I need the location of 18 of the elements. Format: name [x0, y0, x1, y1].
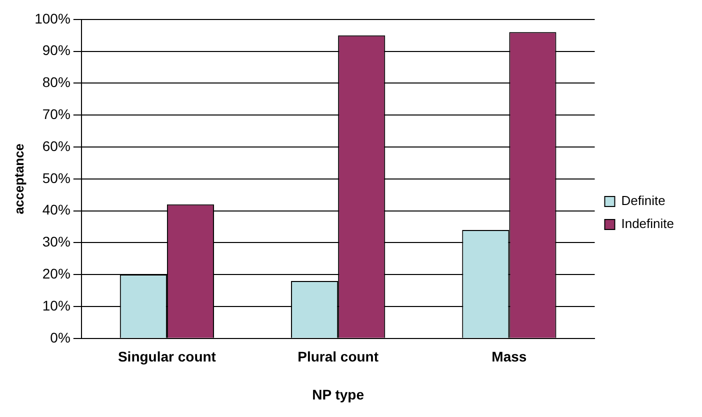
x-tick-label: Singular count	[118, 348, 216, 365]
y-tick-label: 100%	[34, 10, 70, 26]
y-tick-label: 90%	[42, 42, 70, 58]
y-tick-label: 80%	[42, 74, 70, 90]
y-tick-label: 50%	[42, 170, 70, 186]
legend-label: Indefinite	[621, 216, 674, 232]
y-tick-label: 20%	[42, 265, 70, 282]
y-tick-label: 30%	[42, 234, 70, 250]
y-tick-label: 60%	[42, 138, 70, 154]
y-tick-label: 0%	[50, 329, 70, 346]
x-axis-title: NP type	[312, 386, 364, 402]
y-tick-label: 40%	[42, 202, 70, 218]
x-tick-label: Plural count	[298, 348, 379, 365]
legend-label: Definite	[621, 193, 666, 208]
y-tick-label: 10%	[42, 297, 70, 314]
y-axis-title: acceptance	[11, 143, 26, 214]
x-tick-label: Mass	[492, 348, 527, 365]
y-tick-label: 70%	[42, 106, 70, 122]
